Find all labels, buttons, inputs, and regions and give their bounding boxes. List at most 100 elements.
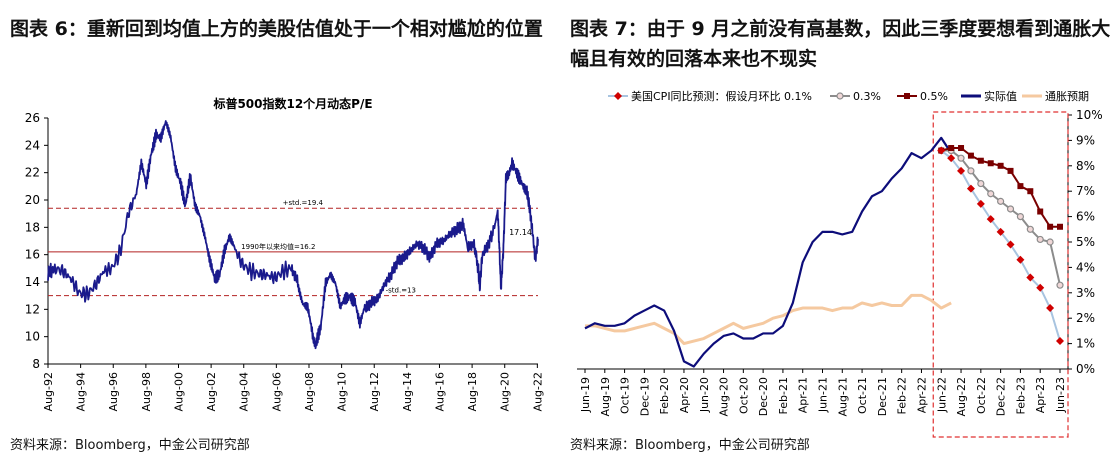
reference-line-label: -std.=13 <box>386 287 416 295</box>
x-tick-label: Feb-20 <box>658 377 671 414</box>
series-marker <box>1006 205 1015 213</box>
series-marker <box>1017 183 1024 190</box>
y-tick-label: 22 <box>25 166 40 180</box>
y-tick-label: 1% <box>1076 337 1095 351</box>
legend-swatch-marker <box>614 92 622 100</box>
y-tick-label: 10% <box>1076 108 1103 122</box>
y-tick-label: 18 <box>25 220 40 234</box>
y-tick-label: 3% <box>1076 286 1095 300</box>
legend-swatch-marker <box>904 93 910 99</box>
x-tick-label: Aug-94 <box>75 372 88 411</box>
y-tick-label: 8 <box>32 357 40 371</box>
series-marker <box>987 190 995 198</box>
x-tick-label: Oct-22 <box>975 377 988 414</box>
y-tick-label: 5% <box>1076 235 1095 249</box>
left-source-note: 资料来源：Bloomberg，中金公司研究部 <box>10 438 250 453</box>
series-marker <box>967 167 975 175</box>
series-marker <box>1036 235 1044 244</box>
x-tick-label: Aug-22 <box>531 372 544 411</box>
series-marker <box>1046 238 1054 246</box>
series-marker <box>957 154 965 162</box>
y-tick-label: 24 <box>25 138 40 152</box>
series-marker <box>977 157 984 164</box>
pe-chart: 标普500指数12个月动态P/E 8 10 12 14 16 18 20 22 24 26 Aug-9… <box>25 96 545 411</box>
y-tick-label: 14 <box>25 275 40 289</box>
x-tick-label: Jun-20 <box>698 377 711 413</box>
x-tick-label: Aug-18 <box>466 372 479 411</box>
series-marker <box>966 184 975 193</box>
reference-line-label: 1990年以来均值=16.2 <box>241 242 315 251</box>
series-marker <box>1027 188 1034 195</box>
reference-line-label: +std.=19.4 <box>283 199 324 207</box>
x-tick-label: Dec-21 <box>876 377 889 416</box>
x-tick-label: Aug-06 <box>270 372 283 411</box>
legend-label: 通胀预期 <box>1045 90 1089 103</box>
series-marker <box>996 227 1005 236</box>
x-tick-label: Apr-23 <box>1034 377 1047 413</box>
y-tick-label: 26 <box>25 111 40 125</box>
latest-value-label: 17.14 <box>509 228 532 237</box>
series-marker <box>1036 283 1045 292</box>
legend-swatch-marker <box>836 92 844 100</box>
series-marker <box>947 154 956 163</box>
x-tick-label: Aug-22 <box>955 377 968 416</box>
left-panel: 图表 6：重新回到均值上方的美股估值处于一个相对尴尬的位置 标普500指数12个… <box>10 18 545 453</box>
y-tick-label: 8% <box>1076 159 1095 173</box>
x-tick-label: Dec-19 <box>638 377 651 416</box>
y-tick-label: 16 <box>25 248 40 262</box>
x-tick-label: Aug-08 <box>303 372 316 411</box>
y-tick-label: 10 <box>25 330 40 344</box>
series-marker <box>987 160 994 167</box>
series-marker <box>1016 213 1025 221</box>
x-tick-label: Jun-19 <box>579 377 592 413</box>
x-tick-label: Aug-10 <box>336 372 349 411</box>
right-figure-title: 图表 7：由于 9 月之前没有高基数，因此三季度要想看到通胀大幅且有效的回落本来… <box>570 18 1111 70</box>
y-tick-label: 4% <box>1076 260 1095 274</box>
x-tick-label: Aug-92 <box>42 372 55 411</box>
x-tick-label: Aug-04 <box>238 372 251 411</box>
chart-title: 标普500指数12个月动态P/E <box>212 96 372 111</box>
right-panel: 图表 7：由于 9 月之前没有高基数，因此三季度要想看到通胀大幅且有效的回落本来… <box>560 0 1120 467</box>
x-tick-label: Jun-22 <box>935 377 948 413</box>
x-tick-label: Jun-23 <box>1054 377 1067 413</box>
series-marker <box>1037 208 1044 215</box>
left-figure-title: 图表 6：重新回到均值上方的美股估值处于一个相对尴尬的位置 <box>10 18 543 40</box>
series-marker <box>1006 240 1015 249</box>
x-tick-label: Aug-00 <box>172 372 185 411</box>
series-marker <box>937 146 946 155</box>
x-tick-label: Feb-21 <box>777 377 790 414</box>
x-tick-label: Apr-20 <box>678 377 691 413</box>
series-line <box>585 293 952 346</box>
series-marker <box>997 197 1005 205</box>
x-tick-label: Oct-19 <box>619 377 632 414</box>
legend-label: 实际值 <box>984 89 1017 103</box>
forecast-box <box>932 111 1069 438</box>
x-tick-label: Aug-96 <box>107 372 120 411</box>
series-marker <box>1026 273 1035 282</box>
series-marker <box>1007 167 1014 174</box>
series-marker <box>1046 304 1055 313</box>
y-tick-label: 7% <box>1076 184 1095 198</box>
x-tick-label: Feb-22 <box>896 377 909 414</box>
x-tick-label: Apr-21 <box>797 377 810 413</box>
y-tick-label: 9% <box>1076 133 1095 147</box>
x-tick-label: Feb-23 <box>1014 377 1027 414</box>
x-tick-label: Aug-20 <box>499 372 512 411</box>
x-tick-label: Oct-21 <box>856 377 869 414</box>
series-marker <box>1016 255 1025 264</box>
x-tick-label: Aug-16 <box>433 372 446 411</box>
series-marker <box>997 162 1004 169</box>
y-tick-label: 6% <box>1076 210 1095 224</box>
series-marker <box>948 145 955 152</box>
series-marker <box>957 166 966 175</box>
y-tick-label: 2% <box>1076 311 1095 325</box>
x-tick-label: Dec-20 <box>757 377 770 416</box>
legend-label: 0.5% <box>920 90 948 103</box>
x-tick-label: Apr-22 <box>915 377 928 413</box>
series-marker <box>986 215 995 224</box>
series-marker <box>1057 223 1063 230</box>
series-marker <box>976 199 985 208</box>
series-marker <box>1056 337 1064 346</box>
legend-label: 美国CPI同比预测：假设月环比 0.1% <box>631 89 812 103</box>
legend-label: 0.3% <box>853 90 881 103</box>
